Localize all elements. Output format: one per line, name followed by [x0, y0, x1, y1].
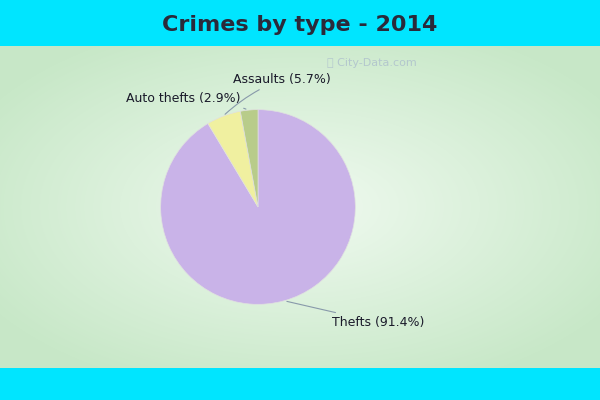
Text: ⓘ City-Data.com: ⓘ City-Data.com: [327, 58, 417, 68]
Text: Auto thefts (2.9%): Auto thefts (2.9%): [127, 92, 246, 109]
Text: Thefts (91.4%): Thefts (91.4%): [287, 301, 425, 329]
Wedge shape: [241, 110, 258, 207]
Wedge shape: [208, 111, 258, 207]
Wedge shape: [161, 110, 355, 304]
Text: Assaults (5.7%): Assaults (5.7%): [225, 73, 331, 114]
Text: Crimes by type - 2014: Crimes by type - 2014: [163, 15, 437, 35]
